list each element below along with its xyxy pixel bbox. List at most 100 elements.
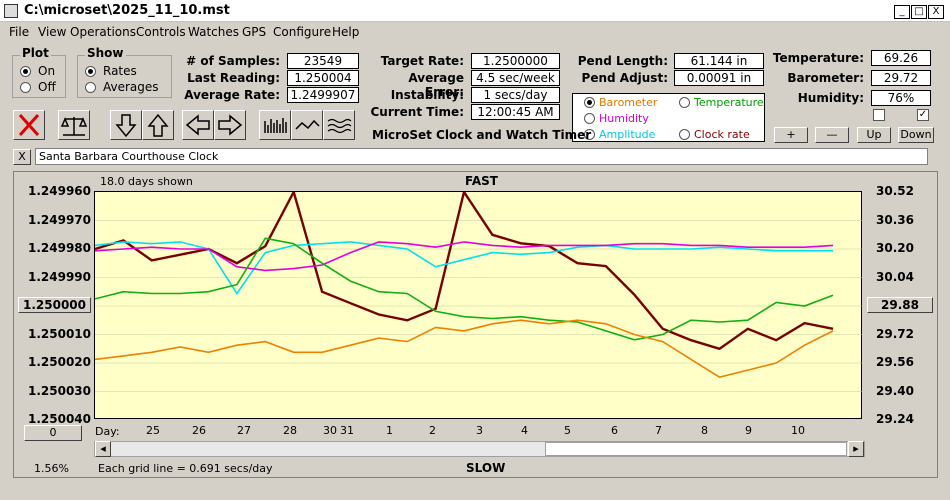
- balance-scale-icon: [60, 117, 88, 136]
- target-rate-label: Target Rate:: [380, 54, 464, 68]
- menu-view[interactable]: View: [38, 25, 67, 39]
- pend-adjust-label: Pend Adjust:: [581, 71, 668, 85]
- sensor-barometer-radio[interactable]: [584, 97, 595, 108]
- zero-button[interactable]: 0: [24, 425, 82, 441]
- option-checkbox-left[interactable]: [873, 109, 885, 121]
- red-x-icon: [18, 113, 40, 137]
- bar-view-button[interactable]: [259, 110, 291, 140]
- samples-value: 23549: [287, 53, 359, 69]
- show-rates-label: Rates: [103, 64, 137, 78]
- x-axis-tick: 3: [476, 424, 483, 437]
- right-axis-tick: 29.72: [876, 326, 914, 341]
- move-right-button[interactable]: [214, 110, 246, 140]
- left-axis-tick: 1.250040: [28, 412, 92, 426]
- plot-on-label: On: [38, 64, 56, 78]
- up-button[interactable]: Up: [857, 127, 891, 143]
- menu-help[interactable]: Help: [332, 25, 360, 39]
- plus-button[interactable]: +: [774, 127, 808, 143]
- scroll-left-button[interactable]: ◂: [95, 441, 111, 457]
- avg-error-label: Average Error:: [408, 71, 464, 99]
- bar-graph-icon: [264, 118, 287, 133]
- x-axis-tick: 2: [429, 424, 436, 437]
- clear-clock-button[interactable]: X: [13, 149, 31, 165]
- scroll-right-button[interactable]: ▸: [848, 441, 864, 457]
- scroll-left-icon: ◂: [100, 442, 106, 455]
- menu-operations[interactable]: Operations: [70, 25, 136, 39]
- balance-button[interactable]: [58, 110, 90, 140]
- samples-label: # of Samples:: [186, 54, 280, 68]
- x-axis-tick: 1: [386, 424, 393, 437]
- move-down-button[interactable]: [110, 110, 142, 140]
- left-axis-tick: 1.250030: [28, 383, 92, 398]
- show-rates-radio[interactable]: [85, 66, 96, 77]
- left-axis-tick: 1.249960: [28, 184, 92, 198]
- chart-svg: [95, 192, 863, 392]
- plot-on-radio[interactable]: [20, 66, 31, 77]
- minimize-button[interactable]: _: [894, 5, 910, 19]
- pend-length-value: 61.144 in: [674, 53, 764, 69]
- scroll-right-icon: ▸: [853, 442, 859, 455]
- wave-view-button[interactable]: [323, 110, 355, 140]
- avg-error-value: 4.5 sec/week: [471, 70, 560, 86]
- right-axis-tick: 30.20: [876, 241, 914, 255]
- move-left-button[interactable]: [182, 110, 214, 140]
- plot-off-radio[interactable]: [20, 82, 31, 93]
- sensor-amplitude-label: Amplitude: [599, 128, 656, 141]
- x-axis-tick: 30: [323, 424, 337, 437]
- series-line-humidity: [95, 241, 834, 272]
- left-axis-tick: 1.250010: [28, 326, 92, 341]
- pend-length-label: Pend Length:: [577, 54, 668, 68]
- humidity-label: Humidity:: [797, 91, 864, 105]
- menu-controls[interactable]: Controls: [136, 25, 186, 39]
- menu-file[interactable]: File: [9, 25, 30, 39]
- last-reading-label: Last Reading:: [187, 71, 280, 85]
- center-value-button[interactable]: 1.250000: [18, 297, 91, 313]
- stop-button[interactable]: [13, 110, 45, 140]
- line-view-button[interactable]: [291, 110, 323, 140]
- sensor-clock-rate-radio[interactable]: [679, 129, 690, 140]
- instability-value: 1 secs/day: [471, 87, 560, 103]
- plot-group-title: Plot: [20, 46, 51, 60]
- time-scrollbar[interactable]: ◂ ▸: [94, 441, 865, 457]
- x-axis-tick: 9: [745, 424, 752, 437]
- sensor-temperature-radio[interactable]: [679, 97, 690, 108]
- plot-panel: [13, 171, 938, 478]
- app-icon: [4, 4, 18, 18]
- show-averages-radio[interactable]: [85, 82, 96, 93]
- avg-rate-value: 1.2499907: [287, 87, 359, 103]
- sensor-amplitude-radio[interactable]: [584, 129, 595, 140]
- x-axis-tick: 7: [655, 424, 662, 437]
- instability-label: Instability:: [390, 88, 464, 102]
- x-axis-tick: 25: [146, 424, 160, 437]
- maximize-button[interactable]: □: [911, 5, 927, 19]
- current-time-label: Current Time:: [370, 105, 464, 119]
- right-axis-tick: 30.04: [876, 269, 914, 284]
- move-up-button[interactable]: [142, 110, 174, 140]
- series-line-amplitude: [95, 241, 833, 295]
- series-line-barometer: [95, 319, 834, 379]
- clock-name-input[interactable]: Santa Barbara Courthouse Clock: [35, 148, 928, 165]
- menu-gps[interactable]: GPS: [242, 25, 267, 39]
- chart-plot-area: [94, 191, 863, 419]
- arrow-down-icon: [115, 114, 137, 138]
- right-axis-tick: 29.24: [876, 412, 914, 426]
- last-reading-value: 1.250004: [287, 70, 359, 86]
- menu-configure[interactable]: Configure: [273, 25, 332, 39]
- sensor-humidity-radio[interactable]: [584, 113, 595, 124]
- down-button[interactable]: Down: [898, 127, 934, 143]
- left-axis-tick: 1.249990: [28, 269, 92, 284]
- right-value-button[interactable]: 29.88: [867, 297, 933, 313]
- x-axis-tick: 4: [521, 424, 528, 437]
- arrow-right-icon: [218, 114, 243, 136]
- left-axis-tick: 1.249980: [28, 241, 92, 255]
- scroll-thumb[interactable]: [545, 442, 847, 456]
- pend-adjust-value: 0.00091 in: [674, 70, 764, 86]
- current-time-value: 12:00:45 AM: [471, 104, 560, 120]
- option-checkbox-right[interactable]: ✓: [917, 109, 929, 121]
- temperature-value: 69.26: [871, 50, 931, 66]
- close-window-button[interactable]: X: [928, 5, 944, 19]
- minus-button[interactable]: —: [815, 127, 849, 143]
- menu-watches[interactable]: Watches: [188, 25, 239, 39]
- menu-bar: File View Operations Controls Watches GP…: [0, 22, 950, 42]
- right-axis-tick: 30.52: [876, 184, 914, 198]
